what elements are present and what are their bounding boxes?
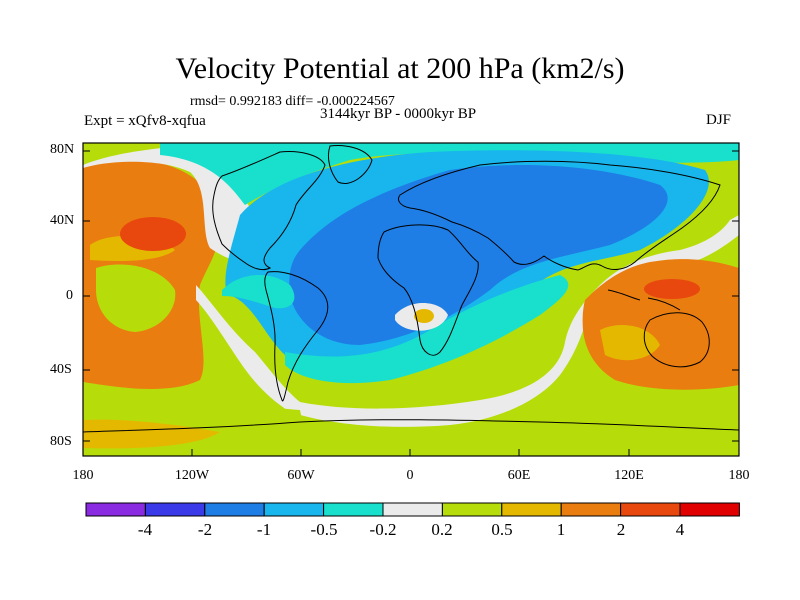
colorbar-box-3: [263, 502, 325, 517]
colorbar-label: 4: [675, 520, 685, 539]
coast-south-america: [264, 271, 329, 402]
colorbar-label: -0.2: [369, 520, 397, 539]
lat-tick-label: 80S: [50, 434, 72, 449]
shaded-field: [83, 143, 739, 456]
lat-tick-label: 80N: [50, 142, 75, 157]
colorbar-label: 1: [556, 520, 566, 539]
field-yellow-pacific-west: [96, 264, 176, 332]
coastlines: [83, 145, 739, 433]
colorbar-box-5: [382, 502, 443, 517]
lon-tick-label: 180: [728, 468, 750, 483]
coast-north-america: [212, 151, 326, 271]
period-label: 3144kyr BP - 0000kyr BP: [320, 106, 477, 122]
experiment-label: Expt = xQfv8-xqfua: [84, 113, 206, 129]
lon-tick-label: 120W: [174, 468, 210, 483]
colorbar-label: -2: [197, 520, 213, 539]
coast-indonesia: [607, 289, 681, 311]
lon-tick-label: 60W: [287, 468, 315, 483]
coast-eurasia: [397, 160, 721, 271]
coast-antarctica: [83, 419, 739, 433]
colorbar-box-7: [501, 502, 562, 517]
colorbar-label: 0.2: [431, 520, 453, 539]
lon-tick-label: 180: [72, 468, 94, 483]
colorbar-box-9: [620, 502, 681, 517]
field-orange-southern-ocean: [83, 419, 220, 449]
colorbar: [85, 502, 740, 517]
field-cyan-south: [285, 275, 569, 384]
coast-greenland: [327, 145, 373, 184]
colorbar-box-8: [560, 502, 622, 517]
season-label: DJF: [706, 112, 732, 128]
colorbar-box-1: [144, 502, 206, 517]
colorbar-box-0: [85, 502, 146, 517]
field-yellow-maritime-inner: [600, 325, 660, 361]
field-blue-main: [289, 165, 668, 345]
colorbar-box-2: [204, 502, 265, 517]
field-red-pacific-core: [120, 217, 186, 251]
colorbar-label: 2: [616, 520, 626, 539]
colorbar-box-6: [441, 502, 503, 517]
field-red-maritime-core: [644, 279, 700, 299]
coast-australia: [643, 312, 710, 368]
coast-africa: [377, 224, 479, 356]
colorbar-box-4: [323, 502, 384, 517]
lon-tick-label: 0: [406, 468, 414, 483]
lon-tick-label: 120E: [614, 468, 644, 483]
colorbar-label: -4: [137, 520, 153, 539]
stats-line: rmsd= 0.992183 diff= -0.000224567: [190, 94, 395, 109]
field-cyan-atlantic: [222, 274, 295, 309]
lon-tick-label: 60E: [507, 468, 531, 483]
field-orange-southeast: [560, 390, 739, 456]
map-frame: [82, 142, 740, 457]
colorbar-label: -0.5: [310, 520, 338, 539]
colorbar-label: 0.5: [491, 520, 513, 539]
lat-tick-label: 40N: [50, 213, 75, 228]
field-yellow-atlantic-spot: [414, 309, 434, 323]
lat-tick-label: 40S: [50, 362, 72, 377]
colorbar-box-10: [679, 502, 740, 517]
colorbar-label: -1: [256, 520, 272, 539]
lat-tick-label: 0: [66, 288, 73, 303]
axis-ticks: [83, 150, 739, 456]
page-title: Velocity Potential at 200 hPa (km2/s): [175, 52, 625, 85]
